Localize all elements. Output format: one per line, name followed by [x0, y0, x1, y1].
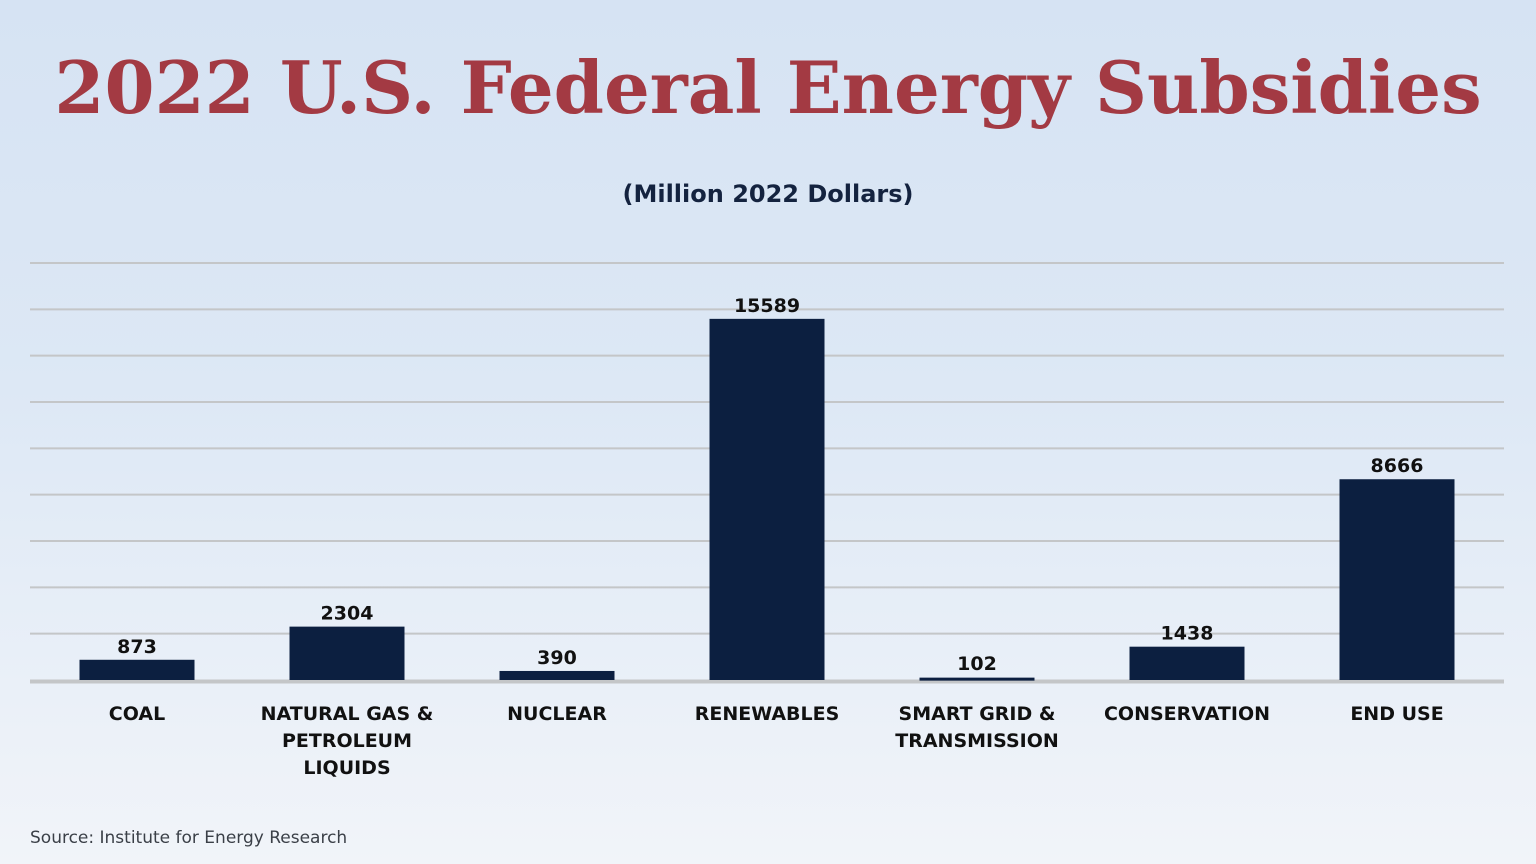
data-label: 8666 [1371, 455, 1424, 477]
bar [709, 318, 825, 680]
source-note: Source: Institute for Energy Research [30, 828, 348, 848]
category-label: TRANSMISSION [895, 730, 1059, 752]
data-label: 1438 [1161, 623, 1214, 645]
bar [919, 677, 1035, 681]
bar [1129, 646, 1245, 680]
category-label: LIQUIDS [303, 757, 390, 779]
data-label: 2304 [321, 603, 374, 625]
category-label: COAL [109, 703, 165, 725]
bar [1339, 479, 1455, 680]
bar [289, 626, 405, 680]
category-label: PETROLEUM [282, 730, 412, 752]
category-label: END USE [1350, 703, 1443, 725]
category-label: SMART GRID & [899, 703, 1056, 725]
category-label: CONSERVATION [1104, 703, 1270, 725]
bar [499, 670, 615, 680]
category-label: NUCLEAR [507, 703, 607, 725]
data-label: 873 [117, 636, 157, 658]
data-label: 390 [537, 647, 577, 669]
chart-title: 2022 U.S. Federal Energy Subsidies [54, 45, 1482, 130]
category-label: NATURAL GAS & [261, 703, 434, 725]
category-label: RENEWABLES [695, 703, 840, 725]
bar [79, 659, 195, 680]
chart-subtitle: (Million 2022 Dollars) [622, 180, 914, 208]
data-label: 15589 [734, 295, 800, 317]
data-label: 102 [957, 653, 997, 675]
